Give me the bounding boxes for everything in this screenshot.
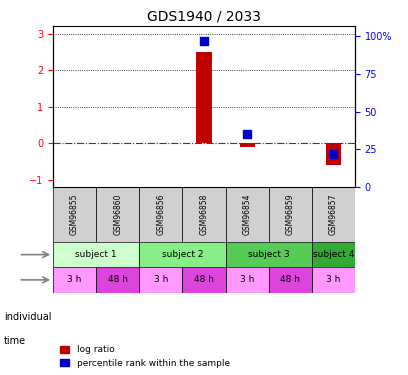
FancyBboxPatch shape <box>139 242 226 267</box>
FancyBboxPatch shape <box>139 187 182 242</box>
FancyBboxPatch shape <box>53 242 139 267</box>
Text: subject 2: subject 2 <box>162 250 203 259</box>
Bar <box>197 52 211 143</box>
Bar <box>239 143 255 147</box>
Point <box>244 131 251 137</box>
FancyBboxPatch shape <box>312 187 355 242</box>
Point <box>201 38 207 44</box>
FancyBboxPatch shape <box>312 267 355 292</box>
FancyBboxPatch shape <box>96 267 139 292</box>
FancyBboxPatch shape <box>312 242 355 267</box>
Bar <box>326 143 341 165</box>
Text: time: time <box>4 336 26 346</box>
FancyBboxPatch shape <box>226 267 269 292</box>
Title: GDS1940 / 2033: GDS1940 / 2033 <box>147 10 261 24</box>
FancyBboxPatch shape <box>53 187 96 242</box>
Text: 3 h: 3 h <box>154 275 168 284</box>
Text: GSM96857: GSM96857 <box>329 194 338 235</box>
Text: 3 h: 3 h <box>326 275 341 284</box>
FancyBboxPatch shape <box>269 267 312 292</box>
Text: 3 h: 3 h <box>67 275 82 284</box>
FancyBboxPatch shape <box>96 187 139 242</box>
FancyBboxPatch shape <box>226 242 312 267</box>
FancyBboxPatch shape <box>182 187 226 242</box>
Legend: log ratio, percentile rank within the sample: log ratio, percentile rank within the sa… <box>58 342 232 370</box>
Text: 48 h: 48 h <box>194 275 214 284</box>
Text: GSM96855: GSM96855 <box>70 194 79 235</box>
Text: GSM96860: GSM96860 <box>113 194 122 235</box>
Text: subject 1: subject 1 <box>75 250 117 259</box>
Text: individual: individual <box>4 312 51 322</box>
FancyBboxPatch shape <box>139 267 182 292</box>
Text: 3 h: 3 h <box>240 275 254 284</box>
Point <box>330 151 337 157</box>
Text: GSM96854: GSM96854 <box>243 194 252 235</box>
Text: 48 h: 48 h <box>108 275 128 284</box>
Text: GSM96856: GSM96856 <box>156 194 165 235</box>
FancyBboxPatch shape <box>226 187 269 242</box>
Text: GSM96858: GSM96858 <box>200 194 208 235</box>
Text: GSM96859: GSM96859 <box>286 194 295 235</box>
FancyBboxPatch shape <box>53 267 96 292</box>
FancyBboxPatch shape <box>269 187 312 242</box>
FancyBboxPatch shape <box>182 267 226 292</box>
Text: subject 4: subject 4 <box>313 250 354 259</box>
Text: 48 h: 48 h <box>280 275 300 284</box>
Text: subject 3: subject 3 <box>248 250 290 259</box>
